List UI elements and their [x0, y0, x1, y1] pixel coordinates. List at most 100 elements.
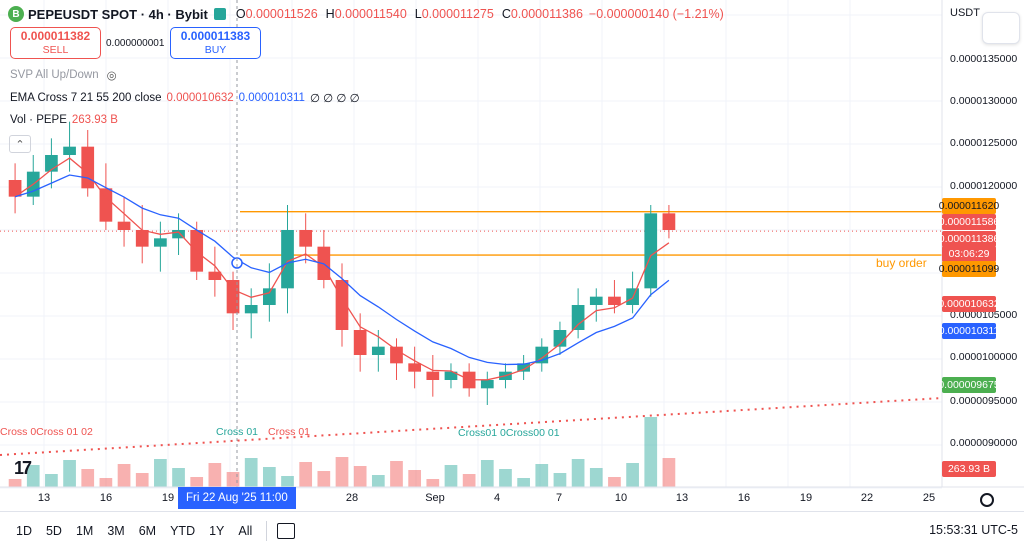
candle-body	[608, 296, 621, 305]
eye-hidden-icon[interactable]: ◎	[106, 70, 117, 82]
candle-body	[63, 146, 76, 155]
volume-bar	[63, 460, 76, 487]
ema-na-values: ∅ ∅ ∅ ∅	[309, 93, 360, 105]
ema-slow-tag: 0.000010311	[938, 323, 1000, 339]
timeframe-1d[interactable]: 1D	[16, 523, 32, 538]
high-line-tag: 0.000011620	[938, 198, 1000, 214]
chart-grid	[0, 0, 942, 489]
price-tick: 0.0000135000	[950, 53, 1018, 65]
change-value: −0.000000140 (−1.21%)	[588, 7, 724, 21]
volume-bar	[135, 473, 149, 487]
volume-bar	[480, 460, 494, 487]
buy-label: BUY	[204, 44, 227, 56]
price-tick: 0.0000095000	[950, 395, 1018, 407]
bybit-logo-icon: B	[8, 6, 24, 22]
sell-price: 0.000011382	[20, 29, 91, 43]
cross-label: Cross01 0Cross00 01	[458, 427, 560, 439]
cross-label: Cross 01	[268, 426, 311, 438]
volume-bar	[154, 459, 167, 487]
go-to-date-calendar-icon[interactable]	[277, 522, 296, 539]
time-tick: 22	[860, 492, 874, 504]
volume-bar	[335, 457, 349, 487]
candle-body	[208, 271, 222, 280]
volume-bar	[262, 467, 276, 487]
candle-body	[154, 238, 167, 247]
candle-body	[353, 330, 367, 355]
spread-value: 0.000000001	[106, 38, 165, 49]
bar-countdown-tag: 03:06:29	[942, 246, 996, 262]
chevron-up-icon: ⌃	[15, 138, 25, 151]
candle-body	[371, 346, 385, 355]
collapse-legend-button[interactable]: ⌃	[9, 135, 31, 153]
trendline-tag: 0.000009675	[938, 377, 1000, 393]
volume-bar	[408, 470, 422, 487]
volume-bar	[462, 474, 476, 487]
timeframe-6m[interactable]: 6M	[138, 523, 157, 538]
volume-bar	[426, 479, 440, 487]
time-tick: 25	[922, 492, 936, 504]
buy-order-label[interactable]: buy order	[876, 256, 927, 270]
timeframe-1y[interactable]: 1Y	[209, 523, 225, 538]
price-tick: 0.0000105000	[950, 309, 1018, 321]
candle-body	[8, 180, 22, 197]
candle-body	[644, 213, 658, 289]
timeframe-ytd[interactable]: YTD	[170, 523, 196, 538]
tradingview-logo-icon[interactable]: 17	[14, 458, 32, 478]
timeframe-all[interactable]: All	[238, 523, 253, 538]
time-tick: 19	[799, 492, 813, 504]
volume-label: Vol · PEPE	[10, 114, 67, 126]
symbol-header: B PEPEUSDT SPOT · 4h · Bybit O 0.00001152…	[8, 5, 730, 23]
volume-bar	[371, 475, 385, 487]
volume-bar	[662, 458, 676, 487]
volume-bar	[353, 466, 367, 487]
timeframe-5d[interactable]: 5D	[45, 523, 62, 538]
volume-bar	[244, 458, 258, 487]
timeframe-1m[interactable]: 1M	[75, 523, 94, 538]
volume-bar	[81, 469, 95, 487]
sell-button[interactable]: 0.000011382 SELL	[10, 27, 101, 59]
currency-label[interactable]: USDT	[950, 7, 980, 19]
volume-bar	[190, 477, 204, 487]
low-value: 0.000011275	[421, 7, 494, 21]
volume-indicator-legend[interactable]: Vol · PEPE 263.93 B	[10, 114, 118, 126]
toolbar-divider	[266, 520, 268, 541]
candle-body	[571, 305, 585, 330]
last-price-tag: 0.000011386	[938, 231, 1000, 247]
candlestick-series	[8, 121, 676, 405]
time-tick: 10	[614, 492, 628, 504]
volume-bar	[499, 469, 512, 487]
candle-body	[480, 380, 494, 389]
candle-body	[172, 230, 185, 239]
ema-slow-value: 0.000010311	[238, 92, 305, 104]
volume-bar	[553, 473, 567, 487]
svp-indicator-legend[interactable]: SVP All Up/Down ◎	[10, 68, 117, 82]
time-tick: 28	[345, 492, 359, 504]
ema-label: EMA Cross 7 21 55 200 close	[10, 92, 162, 104]
settings-gear-icon[interactable]	[980, 493, 994, 507]
ema-indicator-legend[interactable]: EMA Cross 7 21 55 200 close 0.000010632 …	[10, 91, 360, 105]
crosshair-time-label: Fri 22 Aug '25 11:00	[178, 487, 296, 509]
close-value: 0.000011386	[510, 7, 583, 21]
cross-label: Cross 0Cross 01 02	[0, 426, 93, 438]
timeframe-3m[interactable]: 3M	[107, 523, 125, 538]
close-label: C	[501, 7, 511, 21]
candle-body	[190, 230, 204, 272]
volume-bar	[45, 474, 58, 487]
price-tick: 0.0000120000	[950, 180, 1018, 192]
low-label: L	[414, 7, 422, 21]
ema-fast-line	[14, 157, 670, 381]
candle-body	[135, 230, 149, 247]
candle-body	[662, 213, 676, 230]
price-tick: 0.0000125000	[950, 137, 1018, 149]
volume-value: 263.93 B	[71, 114, 118, 126]
chart-tools-button[interactable]	[982, 12, 1020, 44]
clock-timezone[interactable]: 15:53:31 UTC-5	[929, 523, 1018, 537]
volume-bars	[8, 417, 676, 487]
volume-bar	[571, 459, 585, 487]
symbol-title[interactable]: PEPEUSDT SPOT · 4h · Bybit	[28, 6, 208, 22]
open-label: O	[235, 7, 246, 21]
time-tick: 13	[37, 492, 51, 504]
buy-button[interactable]: 0.000011383 BUY	[170, 27, 261, 59]
candle-body	[426, 371, 440, 380]
